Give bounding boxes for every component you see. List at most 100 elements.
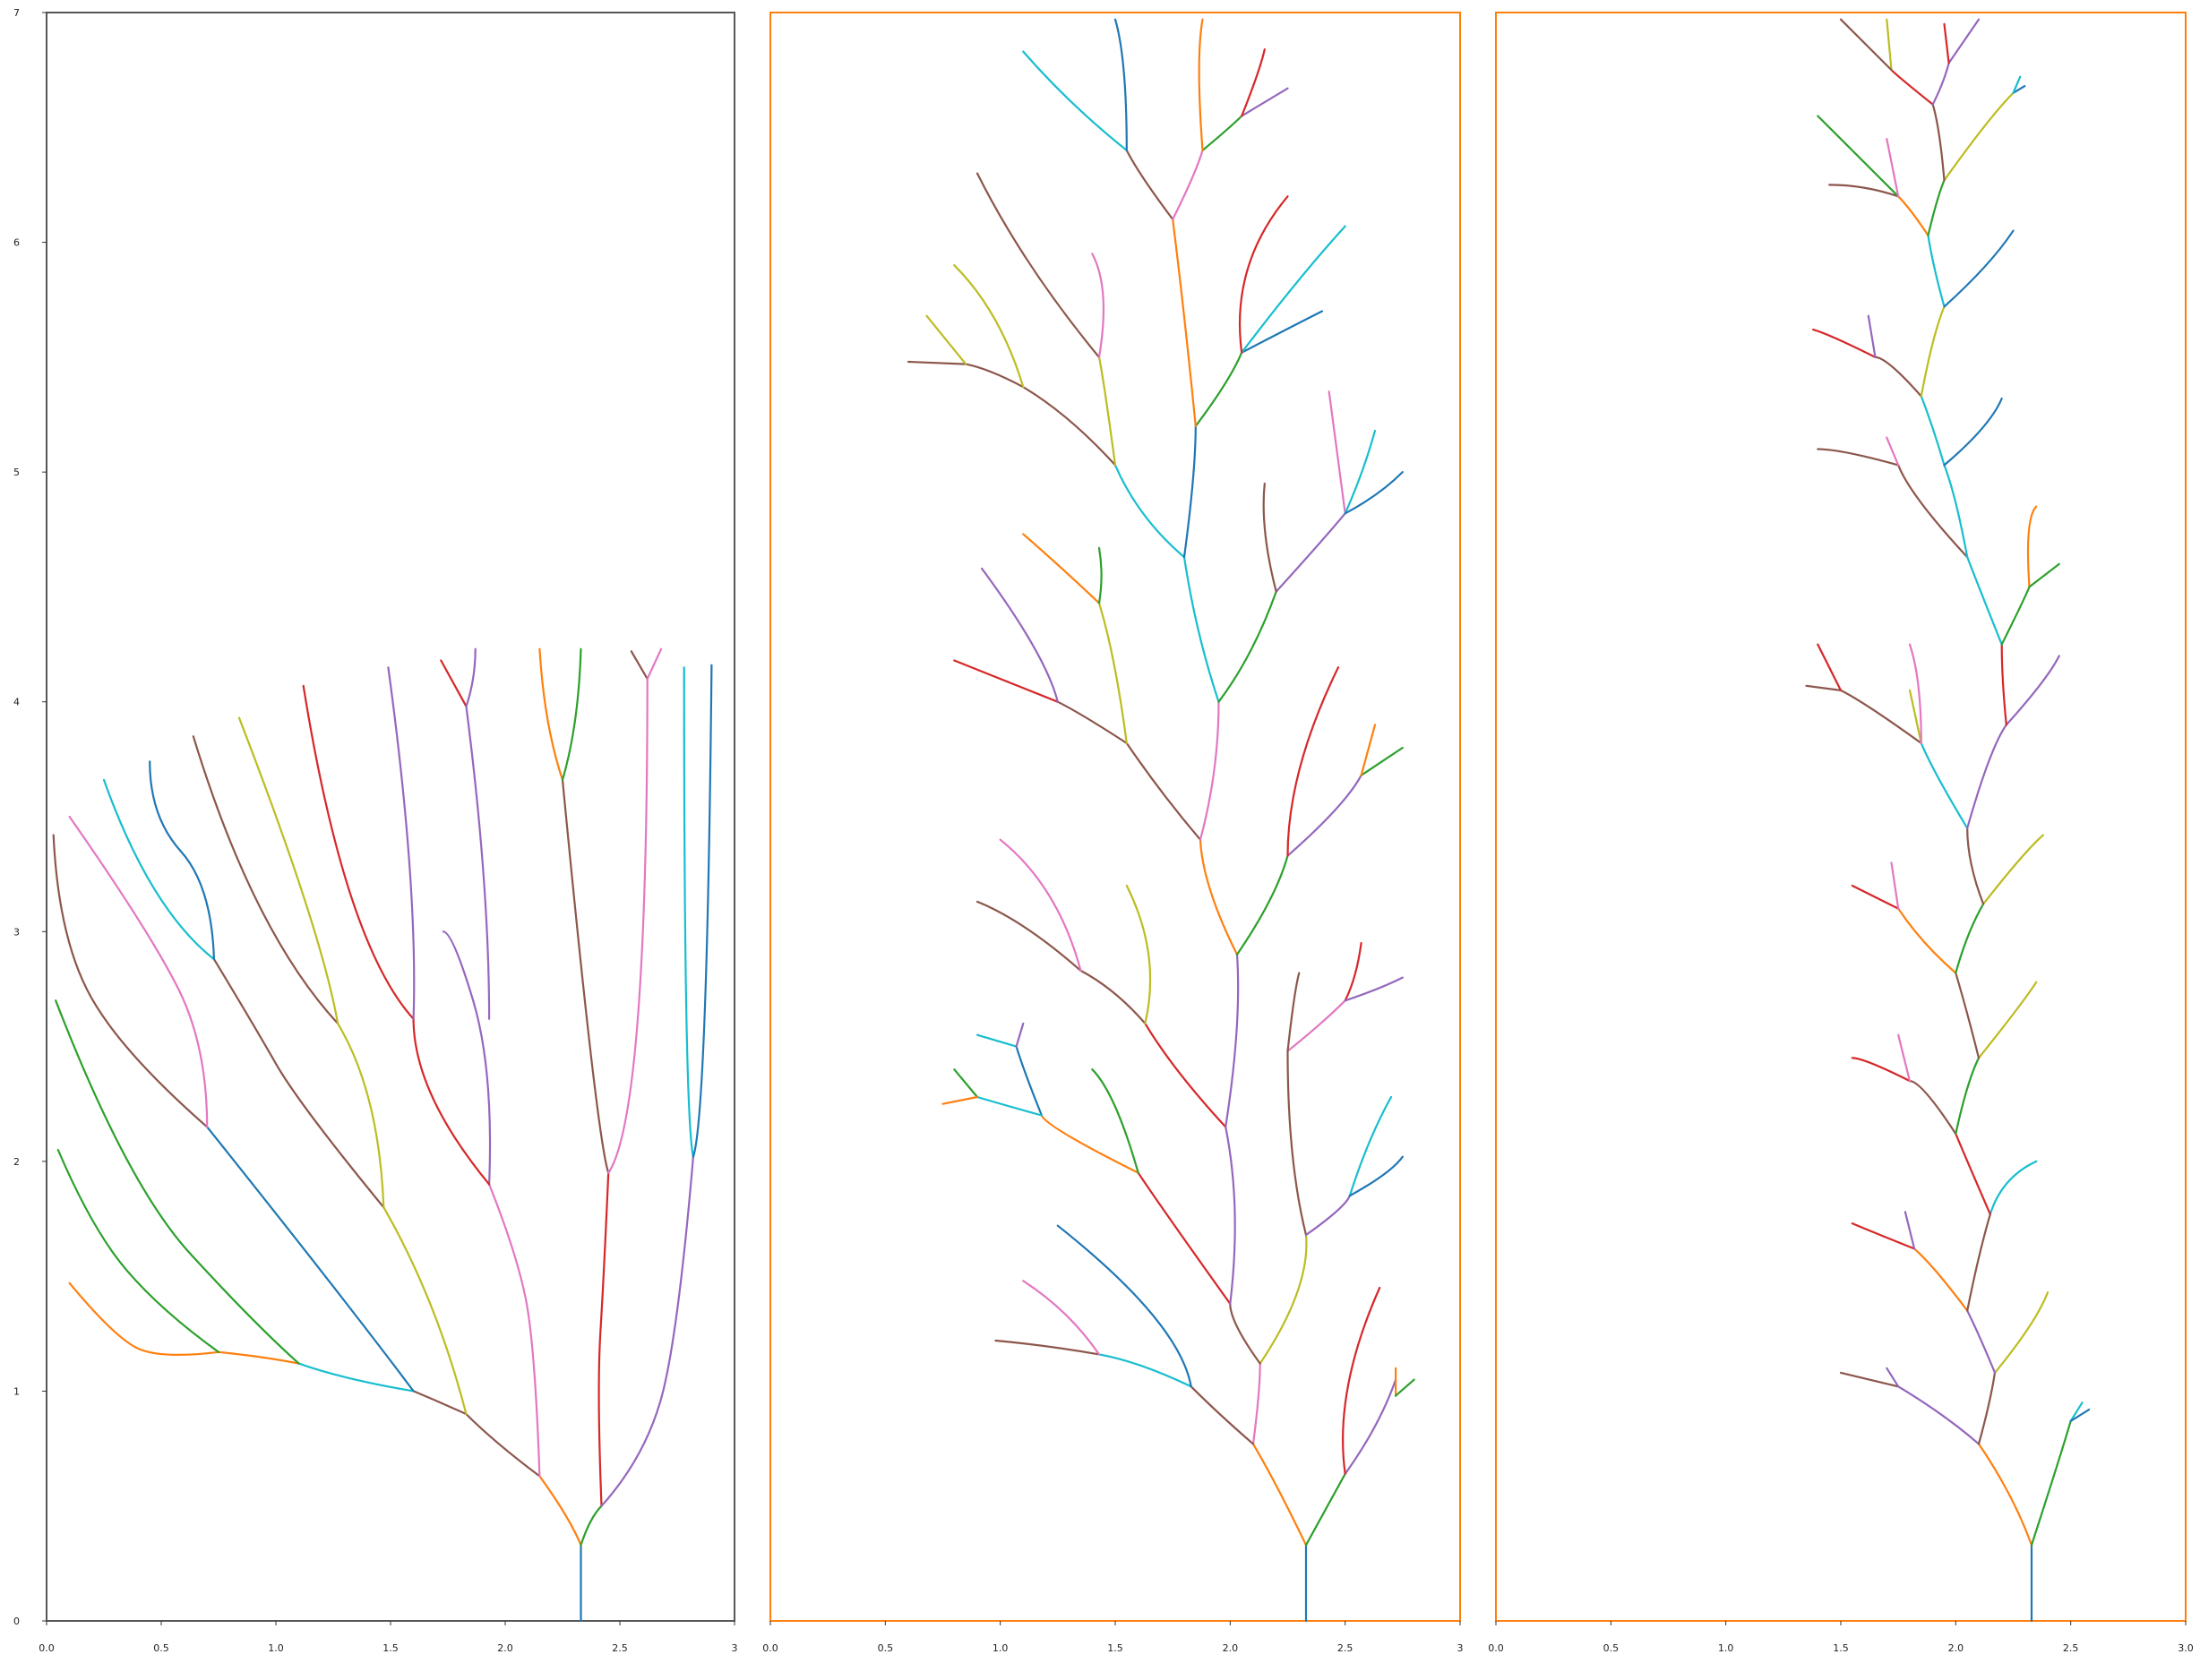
branch-line [1344,471,1404,515]
branch-line [1913,1247,1969,1312]
branch-line [1943,397,2003,467]
branch-line [1286,774,1362,857]
branch-line [1201,115,1243,151]
branch-line [692,664,713,1158]
branch-line [382,1206,468,1416]
plot-frame [1495,12,2187,1622]
branch-line [1137,1171,1232,1305]
x-tick-label: 2.5 [612,1642,628,1654]
branch-line [1897,195,1929,236]
x-tick-label: 3 [1457,1642,1464,1654]
y-tick-label: 6 [13,237,20,249]
branch-line [56,1148,220,1353]
branch-line [580,1504,603,1547]
branch-line [212,958,385,1209]
branch-line [387,666,416,1020]
branch-line [1251,1362,1261,1445]
panel-right: 0.0 0.5 1.0 1.5 2.0 2.5 3.0 [1488,12,2194,1654]
branch-line [999,838,1082,972]
branch-line [1931,62,1950,106]
branch-line [1056,1224,1192,1388]
branch-line [440,659,468,707]
branch-line [1097,546,1103,604]
branch-line [1812,329,1877,358]
branch-line [1286,999,1346,1052]
branch-line [1977,981,2038,1059]
branch-line [1966,1213,1991,1312]
branch-line [1259,1233,1308,1365]
branch-line [2030,1419,2072,1547]
branch-line [1908,643,1922,744]
y-tick-label: 7 [13,7,20,19]
branch-line [2026,505,2038,588]
branch-line [2028,562,2060,588]
branch-line [1867,314,1877,358]
branch-line [1395,1378,1415,1397]
branch-line [1904,1211,1916,1250]
y-tick-label: 3 [13,926,20,938]
branch-line [1342,1286,1381,1475]
branch-line [1886,18,1893,72]
x-tick-label: 0.5 [1603,1642,1620,1654]
branch-line [237,716,339,1024]
branch-line [1286,1050,1308,1237]
branch-line [217,1350,300,1365]
x-tick-label: 1.0 [1718,1642,1734,1654]
branch-line [2069,1408,2091,1422]
branch-line [1886,1367,1900,1388]
x-tick-label: 0.0 [762,1642,778,1654]
branch-line [465,1413,541,1478]
x-tick-label: 1.5 [382,1642,399,1654]
branch-line [1920,305,1946,398]
branch-line [1805,684,1843,691]
y-tick-label: 4 [13,697,20,708]
branch-line [1286,972,1301,1052]
branch-line [1955,903,1985,974]
branch-line [1304,1195,1351,1237]
y-tick-label: 1 [13,1385,20,1397]
branch-line [907,360,967,365]
branch-line [1982,834,2044,905]
x-tick-label: 2.0 [497,1642,513,1654]
branch-line [2012,85,2026,94]
branch-line [1097,1353,1192,1388]
branch-line [1235,854,1289,956]
branch-line [1097,602,1128,744]
branch-line [1897,1033,1912,1083]
plot-frame [769,12,1461,1622]
branch-line [1874,356,1922,398]
branch-line [1113,464,1186,559]
branch-line [597,1171,610,1507]
branch-line [2000,586,2031,646]
branch-line [302,684,415,1020]
branch-line [2000,643,2007,726]
branch-line [1344,942,1362,1002]
branch-line [1172,149,1204,220]
branch-line [1828,184,1900,198]
branch-line [1348,1095,1393,1197]
plot-frame [46,12,735,1622]
branch-line [975,1095,1043,1117]
branch-line [1360,746,1404,776]
branch-line [297,1362,415,1393]
branch-line [1890,861,1900,910]
y-tick-label: 2 [13,1156,20,1168]
branch-line [941,1095,979,1105]
branch-line [1022,533,1101,604]
branch-line [1199,838,1239,956]
branch-line [68,1281,220,1356]
branch-line [1040,1114,1139,1174]
branch-line [953,1068,979,1099]
branch-line [1360,724,1377,776]
branch-line [953,659,1059,703]
branch-line [1217,590,1277,703]
branch-line [965,363,1025,389]
branch-line [192,735,339,1024]
x-tick-label: 1.5 [1107,1642,1123,1654]
branch-line [1908,689,1922,744]
branch-line [1125,741,1202,841]
branch-line [994,1339,1101,1356]
x-tick-label: 2.0 [1948,1642,1964,1654]
branch-line [1817,643,1843,691]
